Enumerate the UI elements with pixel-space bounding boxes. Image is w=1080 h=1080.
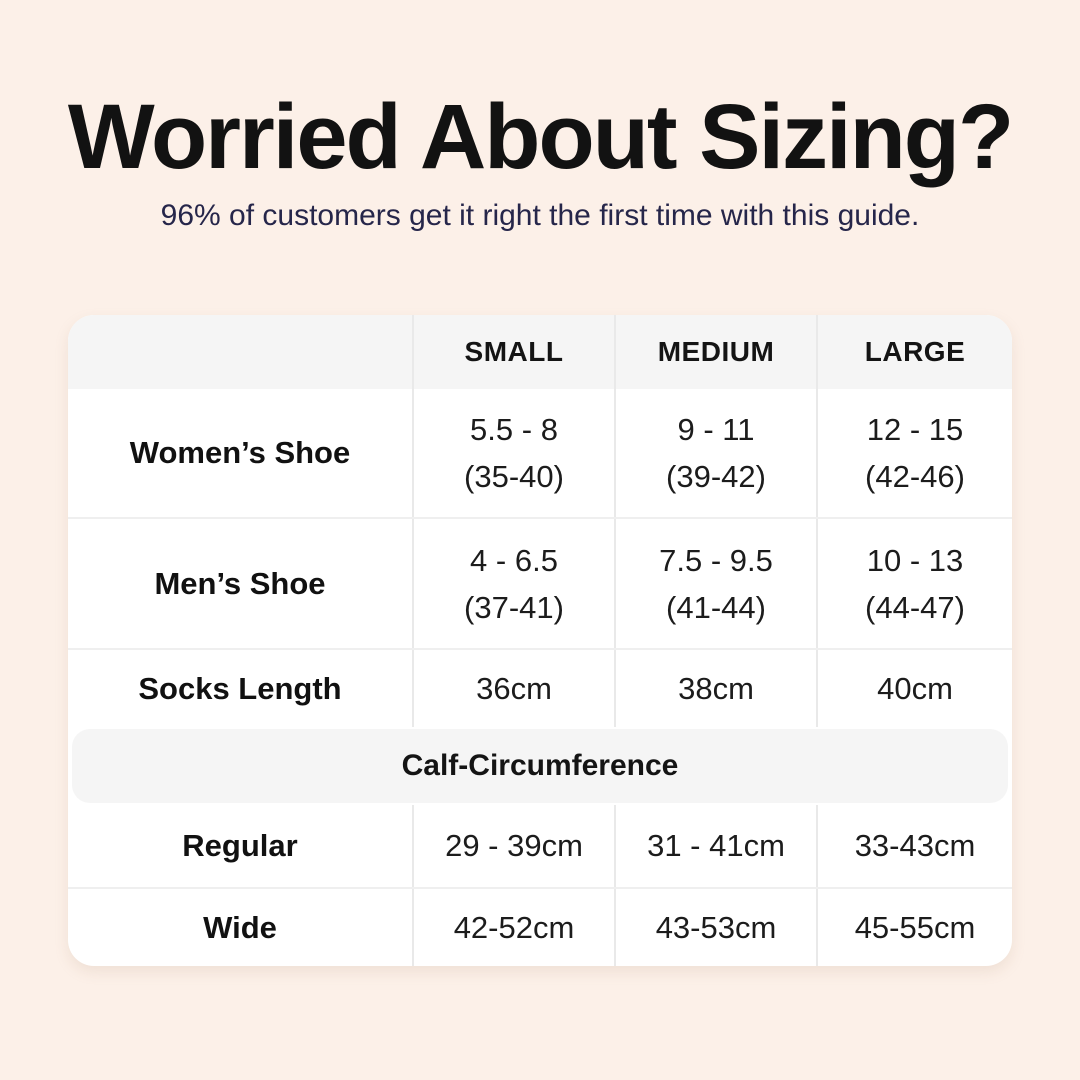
us-size-range: 5.5 - 8 xyxy=(470,412,558,447)
eu-size-range: (39-42) xyxy=(666,459,766,494)
section-header-calf-circumference: Calf-Circumference xyxy=(72,729,1008,803)
eu-size-range: (42-46) xyxy=(865,459,965,494)
cell-womens-medium: 9 - 11 (39-42) xyxy=(614,389,816,517)
sizing-table: SMALL MEDIUM LARGE Women’s Shoe 5.5 - 8 … xyxy=(68,315,1012,966)
table-row-socks-length: Socks Length 36cm 38cm 40cm xyxy=(68,648,1012,727)
us-size-range: 10 - 13 xyxy=(866,542,964,578)
row-label-womens-shoe: Women’s Shoe xyxy=(129,435,351,470)
us-size-range: 9 - 11 xyxy=(677,412,755,447)
row-label-mens-shoe: Men’s Shoe xyxy=(154,565,326,601)
cell-mens-large: 10 - 13 (44-47) xyxy=(816,519,1012,648)
column-header-small: SMALL xyxy=(412,315,614,389)
column-header-large: LARGE xyxy=(816,315,1012,389)
eu-size-range: (44-47) xyxy=(865,589,965,625)
row-label-regular: Regular xyxy=(182,828,298,863)
table-row-wide: Wide 42-52cm 43-53cm 45-55cm xyxy=(68,887,1012,966)
cell-wide-small: 42-52cm xyxy=(412,889,614,966)
table-row-mens-shoe: Men’s Shoe 4 - 6.5 (37-41) 7.5 - 9.5 (41… xyxy=(68,517,1012,648)
us-size-range: 12 - 15 xyxy=(866,412,964,447)
cell-regular-large: 33-43cm xyxy=(816,805,1012,887)
header-section: Worried About Sizing? 96% of customers g… xyxy=(0,86,1080,233)
page-title: Worried About Sizing? xyxy=(67,86,1014,188)
cell-socks-medium: 38cm xyxy=(614,650,816,727)
cell-wide-large: 45-55cm xyxy=(816,889,1012,966)
cell-wide-medium: 43-53cm xyxy=(614,889,816,966)
eu-size-range: (37-41) xyxy=(464,589,564,625)
cell-socks-small: 36cm xyxy=(412,650,614,727)
cell-regular-small: 29 - 39cm xyxy=(412,805,614,887)
page-subtitle: 96% of customers get it right the first … xyxy=(160,199,920,233)
header-blank-cell xyxy=(68,315,412,389)
cell-mens-small: 4 - 6.5 (37-41) xyxy=(412,519,614,648)
eu-size-range: (41-44) xyxy=(666,589,766,625)
table-header-row: SMALL MEDIUM LARGE xyxy=(68,315,1012,389)
column-header-medium: MEDIUM xyxy=(614,315,816,389)
cell-womens-small: 5.5 - 8 (35-40) xyxy=(412,389,614,517)
cell-regular-medium: 31 - 41cm xyxy=(614,805,816,887)
cell-womens-large: 12 - 15 (42-46) xyxy=(816,389,1012,517)
table-row-regular: Regular 29 - 39cm 31 - 41cm 33-43cm xyxy=(68,805,1012,887)
table-row-womens-shoe: Women’s Shoe 5.5 - 8 (35-40) 9 - 11 (39-… xyxy=(68,389,1012,517)
cell-socks-large: 40cm xyxy=(816,650,1012,727)
row-label-socks-length: Socks Length xyxy=(138,670,342,706)
us-size-range: 4 - 6.5 xyxy=(470,542,558,578)
row-label-wide: Wide xyxy=(203,909,277,945)
us-size-range: 7.5 - 9.5 xyxy=(659,542,773,578)
eu-size-range: (35-40) xyxy=(464,459,564,494)
cell-mens-medium: 7.5 - 9.5 (41-44) xyxy=(614,519,816,648)
